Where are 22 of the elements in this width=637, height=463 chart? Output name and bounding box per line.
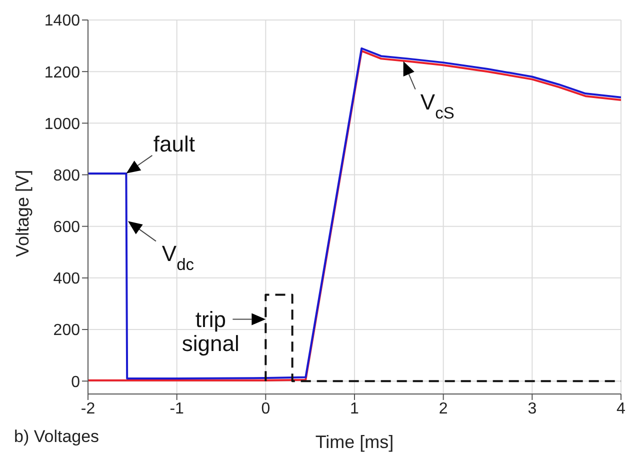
annotation: V$_{cS}$ xyxy=(420,89,454,122)
y-tick-label: 1000 xyxy=(44,116,80,133)
y-tick-label: 1400 xyxy=(44,12,80,30)
x-tick-label: 2 xyxy=(438,400,448,418)
text: b) Voltages xyxy=(14,427,100,446)
y-tick-label: 600 xyxy=(53,219,80,236)
y-tick-label: 800 xyxy=(53,167,80,184)
x-tick-label: 1 xyxy=(350,400,360,418)
x-tick-label: -1 xyxy=(170,400,184,418)
y-tick-label: 200 xyxy=(53,322,80,340)
y-tick-label: 0 xyxy=(71,374,80,391)
x-tick-label: 4 xyxy=(616,400,626,418)
y-tick-label: 400 xyxy=(53,270,80,288)
x-axis-title: Time [ms] xyxy=(315,432,394,452)
x-tick-label: 3 xyxy=(528,400,537,418)
y-tick-label: 1200 xyxy=(44,64,80,82)
y-axis-title: Voltage [V] xyxy=(12,170,32,257)
x-tick-label: -2 xyxy=(80,400,96,418)
annotation: V$_{dc}$ xyxy=(162,241,194,274)
x-tick-label: 0 xyxy=(261,400,270,418)
annotation: fault xyxy=(153,131,195,156)
annotation: trip signal xyxy=(182,307,240,356)
